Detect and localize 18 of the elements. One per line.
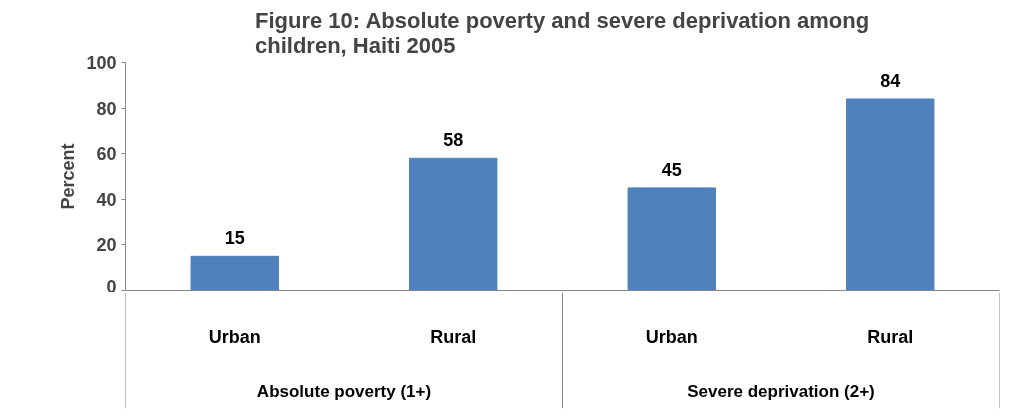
y-tick-label: 80 [96,98,117,119]
y-axis-title: Percent [58,143,79,210]
data-label: 84 [880,70,901,91]
y-tick-label: 20 [96,235,117,256]
data-label: 58 [443,130,464,151]
x-tick-label: Urban [208,326,261,347]
data-label: 15 [224,228,245,249]
chart-title: Figure 10: Absolute poverty and severe deprivation among children, Haiti 2005 [255,7,870,58]
x-tick-label: Urban [645,326,698,347]
text: Absolute poverty (1+) [256,381,432,401]
data-label: 45 [661,159,682,180]
y-tick-label: 100 [86,53,117,73]
y-tick-label: 40 [96,189,117,210]
x-tick-label: Rural [867,326,914,347]
text: Severe deprivation (2+) [687,381,875,401]
y-tick-label: 0 [106,276,117,297]
y-tick-label: 60 [96,144,117,165]
x-tick-label: Rural [430,326,477,347]
